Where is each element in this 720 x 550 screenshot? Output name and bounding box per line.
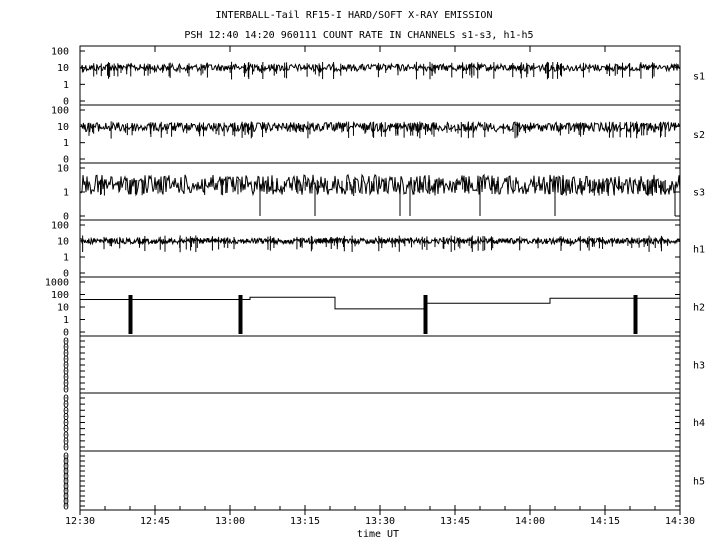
y-tick-label: 0 — [63, 367, 69, 378]
y-tick-label: 0 — [63, 424, 69, 435]
y-tick-label: 0 — [63, 472, 69, 483]
x-tick-label: 13:15 — [290, 516, 320, 527]
x-tick-label: 13:45 — [440, 516, 470, 527]
y-tick-label: 0 — [63, 361, 69, 372]
y-tick-label: 1 — [63, 80, 69, 91]
x-axis-label: time UT — [357, 529, 399, 540]
y-tick-label: 0 — [63, 406, 69, 417]
y-tick-label: 10 — [57, 122, 69, 133]
x-tick-label: 14:30 — [665, 516, 695, 527]
channel-label: s3 — [693, 188, 705, 199]
y-tick-label: 0 — [63, 462, 69, 473]
y-tick-label: 0 — [63, 385, 69, 396]
y-tick-label: 0 — [63, 412, 69, 423]
y-tick-label: 100 — [51, 290, 69, 301]
y-tick-label: 0 — [63, 337, 69, 348]
channel-label: h5 — [693, 477, 705, 488]
panels-group: 1001010s11001010s21010s31001010h11000100… — [45, 47, 705, 513]
x-tick-label: 13:00 — [215, 516, 245, 527]
y-tick-label: 10 — [57, 303, 69, 314]
channel-label: s1 — [693, 72, 705, 83]
h2-burst — [238, 295, 243, 334]
y-tick-label: 10 — [57, 164, 69, 175]
y-tick-label: 0 — [63, 394, 69, 405]
chart-subtitle: PSH 12:40 14:20 960111 COUNT RATE IN CHA… — [184, 30, 533, 41]
y-tick-label: 0 — [63, 487, 69, 498]
y-tick-label: 100 — [51, 47, 69, 58]
y-tick-label: 0 — [63, 492, 69, 503]
y-tick-label: 1000 — [45, 278, 69, 289]
h2-burst — [128, 295, 133, 334]
y-tick-label: 0 — [63, 328, 69, 339]
h2-step-line — [80, 296, 680, 310]
y-tick-label: 1 — [63, 315, 69, 326]
y-tick-label: 1 — [63, 138, 69, 149]
y-tick-label: 0 — [63, 443, 69, 454]
y-tick-label: 100 — [51, 221, 69, 232]
y-tick-label: 0 — [63, 155, 69, 166]
y-tick-label: 1 — [63, 188, 69, 199]
x-tick-label: 14:15 — [590, 516, 620, 527]
channel-label: h3 — [693, 361, 705, 372]
x-axis: 12:30 12:45 13:00 13:15 13:30 13:45 14:00 14:15… — [65, 46, 695, 527]
y-tick-label: 0 — [63, 343, 69, 354]
y-tick-label: 0 — [63, 355, 69, 366]
plot-frame — [79, 45, 681, 511]
y-tick-label: 0 — [63, 97, 69, 108]
x-tick-label: 14:00 — [515, 516, 545, 527]
y-tick-label: 1 — [63, 253, 69, 264]
h2-burst — [423, 295, 428, 334]
y-tick-label: 0 — [63, 452, 69, 463]
y-tick-label: 0 — [63, 373, 69, 384]
y-tick-label: 0 — [63, 269, 69, 280]
y-tick-label: 0 — [63, 502, 69, 513]
x-tick-label: 12:45 — [140, 516, 170, 527]
y-tick-label: 0 — [63, 436, 69, 447]
y-tick-label: 100 — [51, 106, 69, 117]
y-tick-label: 0 — [63, 349, 69, 360]
chart-title: INTERBALL-Tail RF15-I HARD/SOFT X-RAY EM… — [216, 10, 493, 21]
y-tick-label: 10 — [57, 237, 69, 248]
y-tick-label: 0 — [63, 467, 69, 478]
y-tick-label: 0 — [63, 482, 69, 493]
channel-label: h2 — [693, 303, 705, 314]
x-tick-label: 13:30 — [365, 516, 395, 527]
channel-label: h1 — [693, 245, 705, 256]
y-tick-label: 0 — [63, 212, 69, 223]
y-tick-label: 0 — [63, 477, 69, 488]
s3-series-line — [80, 173, 681, 197]
y-tick-label: 0 — [63, 418, 69, 429]
y-tick-label: 0 — [63, 400, 69, 411]
y-tick-label: 0 — [63, 457, 69, 468]
y-tick-label: 10 — [57, 63, 69, 74]
s1-series-line — [80, 62, 680, 73]
x-tick-label: 12:30 — [65, 516, 95, 527]
channel-label: s2 — [693, 130, 705, 141]
y-tick-label: 0 — [63, 430, 69, 441]
s2-series-line — [80, 120, 680, 134]
channel-label: h4 — [693, 418, 705, 429]
h1-series-line — [80, 236, 681, 246]
y-tick-label: 0 — [63, 497, 69, 508]
y-tick-label: 0 — [63, 379, 69, 390]
h2-burst — [633, 295, 638, 334]
